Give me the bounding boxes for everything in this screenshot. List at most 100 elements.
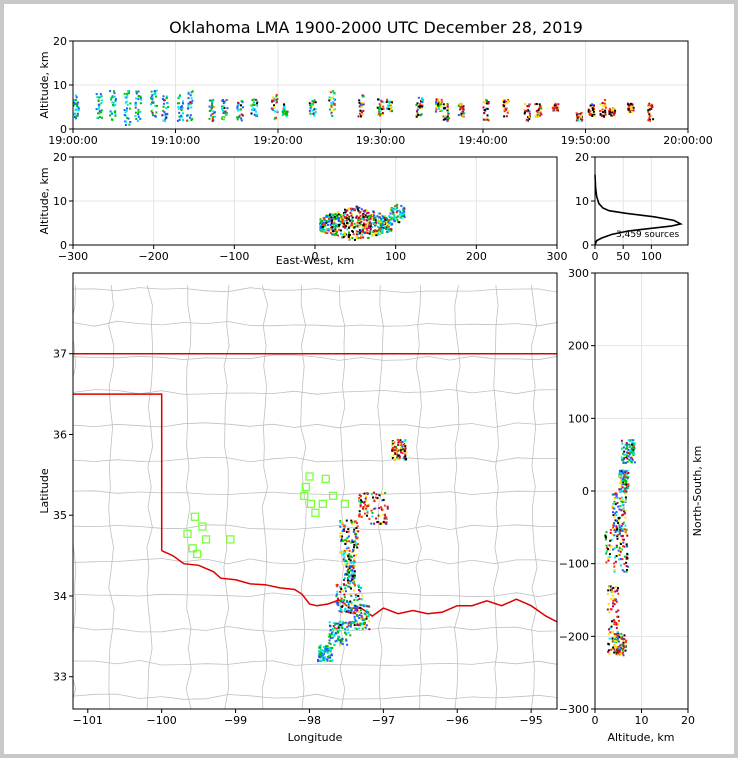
source-point (347, 238, 350, 241)
source-point (610, 538, 613, 541)
source-point (348, 558, 351, 561)
source-point (357, 217, 360, 220)
source-point (351, 561, 354, 564)
source-point (329, 223, 332, 226)
source-point (76, 104, 79, 106)
source-point (624, 496, 627, 499)
source-point (650, 107, 653, 110)
source-point (374, 230, 377, 233)
source-point (95, 108, 98, 111)
source-point (343, 550, 346, 552)
source-point (616, 615, 619, 618)
source-point (155, 89, 158, 92)
source-point (416, 102, 419, 105)
source-point (617, 587, 619, 590)
source-point (208, 105, 211, 108)
source-point (372, 222, 375, 224)
source-point (377, 108, 380, 111)
source-point (385, 100, 388, 103)
source-point (380, 217, 383, 220)
source-point (364, 232, 367, 235)
source-point (587, 110, 590, 113)
source-point (612, 599, 615, 602)
source-point (345, 549, 348, 551)
source-point (438, 109, 441, 112)
source-point (191, 90, 194, 93)
source-point (337, 637, 340, 640)
lma-station-marker (188, 544, 197, 553)
source-point (347, 218, 350, 221)
source-point (358, 99, 361, 102)
source-point (334, 623, 337, 626)
source-point (396, 438, 399, 441)
source-point (628, 458, 631, 461)
source-point (352, 564, 355, 567)
source-point (77, 107, 80, 110)
source-point (359, 586, 362, 589)
source-point (357, 586, 360, 589)
source-point (632, 442, 635, 445)
source-point (163, 111, 166, 114)
source-point (346, 600, 349, 603)
source-point (611, 109, 613, 111)
x-tick-label: 100 (641, 250, 662, 263)
source-point (365, 615, 368, 618)
lma-station-marker (318, 499, 327, 509)
source-point (212, 116, 215, 118)
source-point (237, 109, 240, 112)
source-point (311, 109, 314, 112)
source-point (347, 609, 349, 612)
source-point (273, 98, 276, 101)
source-point (353, 540, 356, 543)
source-point (619, 652, 622, 655)
source-point (350, 607, 353, 610)
source-point (329, 628, 332, 631)
source-point (613, 111, 616, 114)
source-point (608, 107, 611, 110)
source-point (336, 585, 339, 588)
source-point (603, 115, 605, 118)
source-point (342, 528, 345, 531)
source-point (623, 479, 626, 482)
source-point (329, 635, 332, 637)
source-point (386, 217, 389, 220)
source-point (620, 632, 623, 635)
source-point (359, 109, 362, 112)
source-point (178, 118, 181, 121)
source-point (616, 633, 619, 636)
source-point (368, 620, 371, 623)
source-point (100, 111, 103, 114)
source-point (337, 218, 340, 221)
source-point (348, 593, 351, 596)
source-point (388, 107, 391, 110)
lma-station-marker (305, 472, 314, 481)
source-point (353, 546, 355, 549)
source-point (648, 119, 651, 122)
source-point (333, 215, 336, 218)
source-point (487, 102, 490, 105)
source-point (389, 212, 392, 215)
source-point (352, 541, 355, 544)
source-point (333, 633, 336, 636)
source-point (353, 565, 356, 568)
source-point (364, 223, 367, 226)
source-point (190, 106, 193, 109)
source-point (345, 224, 348, 227)
source-point (240, 117, 243, 120)
source-point (540, 113, 543, 116)
source-point (223, 100, 226, 103)
source-point (363, 218, 366, 221)
source-point (354, 619, 357, 622)
source-point (331, 90, 334, 93)
source-point (615, 610, 618, 613)
source-point (330, 104, 333, 107)
source-point (358, 510, 361, 513)
source-point (353, 560, 356, 563)
source-point (363, 210, 366, 213)
source-point (328, 96, 331, 99)
source-point (97, 112, 100, 115)
source-point (358, 610, 361, 613)
source-point (378, 216, 380, 219)
source-point (361, 227, 364, 230)
source-point (340, 215, 343, 218)
